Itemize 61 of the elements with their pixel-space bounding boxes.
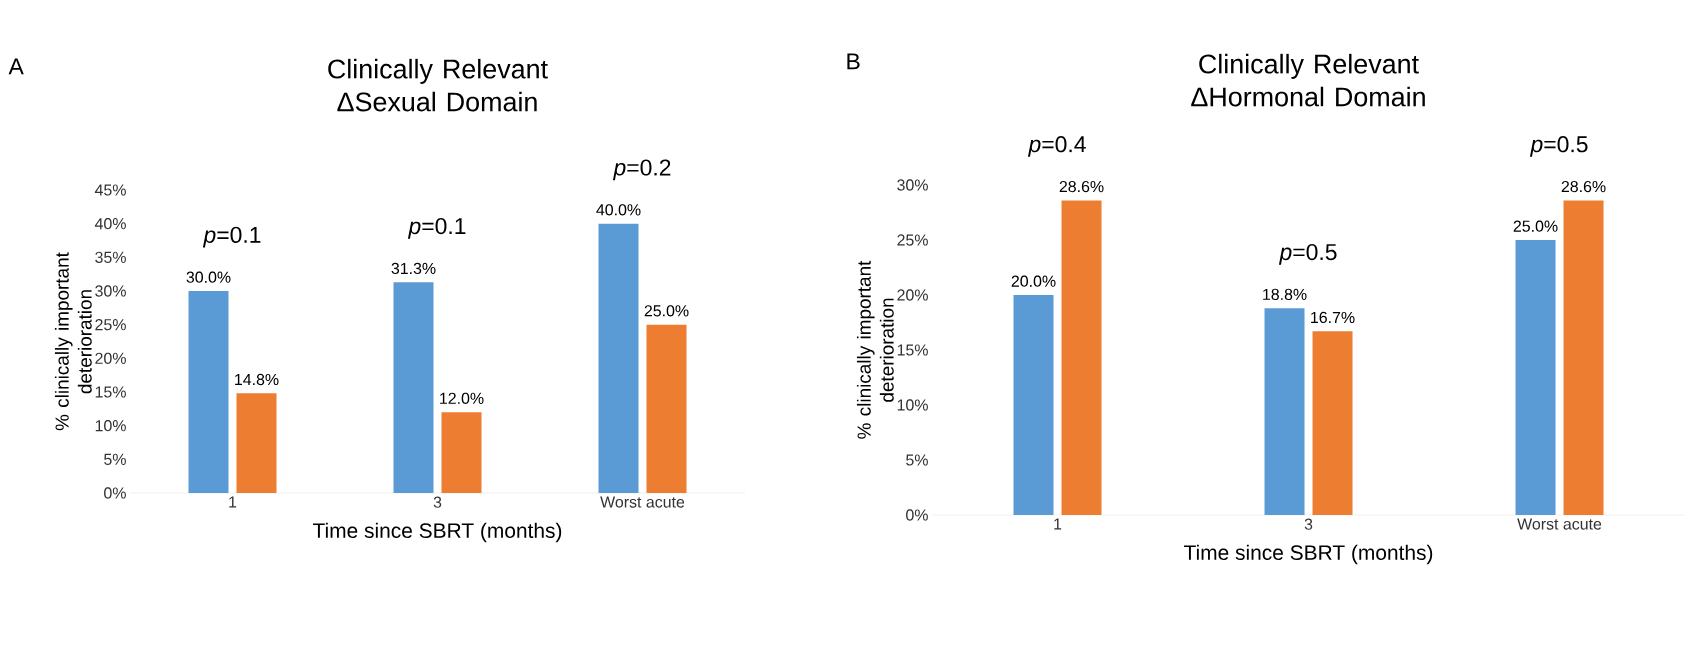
x-axis-title: Time since SBRT (months) [312,522,562,543]
x-tick-label: 1 [229,496,237,508]
annotation: p=0.1 [407,217,466,239]
bar [441,412,482,493]
bar [236,393,277,493]
y-tick-label: 30% [95,285,126,297]
y-tick-label: 35% [95,251,126,263]
text: B [847,53,860,70]
y-tick-label: 30% [897,179,928,191]
y-tick-label: 15% [95,386,126,398]
x-tick-label: Worst acute [1517,518,1602,530]
chart-title: Clinically Relevant ΔSexual Domain [328,58,548,112]
bar [646,324,687,493]
x-tick-label: 1 [1054,518,1062,530]
x-axis-title: Time since SBRT (months) [1184,544,1433,565]
y-tick-label: 5% [906,454,928,466]
y-tick-label: 10% [897,399,928,411]
annotation: p=0.4 [1027,136,1086,157]
annotation: p=0.5 [1529,136,1588,157]
annotation: p=0.2 [612,159,671,181]
x-tick-label: Worst acute [600,496,685,508]
bar [1264,308,1305,515]
y-tick-label: 5% [104,453,126,465]
data-label: 25.0% [1513,220,1558,232]
y-tick-label: 25% [897,234,928,246]
annotation: p=0.1 [202,226,261,248]
data-label: 12.0% [440,392,484,404]
data-label: 16.7% [1311,311,1355,324]
y-axis-title: % clinically important deterioration [54,252,92,431]
data-label: 30.0% [186,271,231,283]
data-label: 31.3% [391,262,436,275]
y-tick-label: 10% [95,420,126,432]
x-tick-label: 3 [1304,518,1313,530]
y-tick-label: 40% [94,218,126,230]
y-tick-label: 15% [897,344,928,356]
bar [1013,295,1054,515]
bar [188,291,229,493]
y-tick-label: 0% [906,509,928,521]
y-tick-label: 0% [104,487,126,499]
bar [598,223,639,493]
y-tick-label: 45% [94,184,126,196]
data-label: 28.6% [1561,180,1606,193]
data-label: 14.8% [235,373,279,386]
y-tick-label: 25% [95,319,126,331]
chart-title: Clinically Relevant ΔHormonal Domain [1191,53,1425,107]
bar [1061,200,1102,515]
bar [1515,240,1556,515]
data-label: 25.0% [644,305,689,317]
bar [1312,331,1353,515]
bar [1563,200,1604,515]
data-label: 40.0% [596,204,641,216]
data-label: 28.6% [1059,180,1104,193]
bar [393,282,434,493]
x-tick-label: 3 [433,496,442,508]
annotation: p=0.5 [1278,243,1337,265]
text: A [8,58,24,75]
y-tick-label: 20% [95,352,126,364]
data-label: 18.8% [1263,288,1307,300]
y-axis-title: % clinically important deterioration [856,260,894,439]
y-tick-label: 20% [897,289,928,301]
data-label: 20.0% [1011,275,1056,287]
